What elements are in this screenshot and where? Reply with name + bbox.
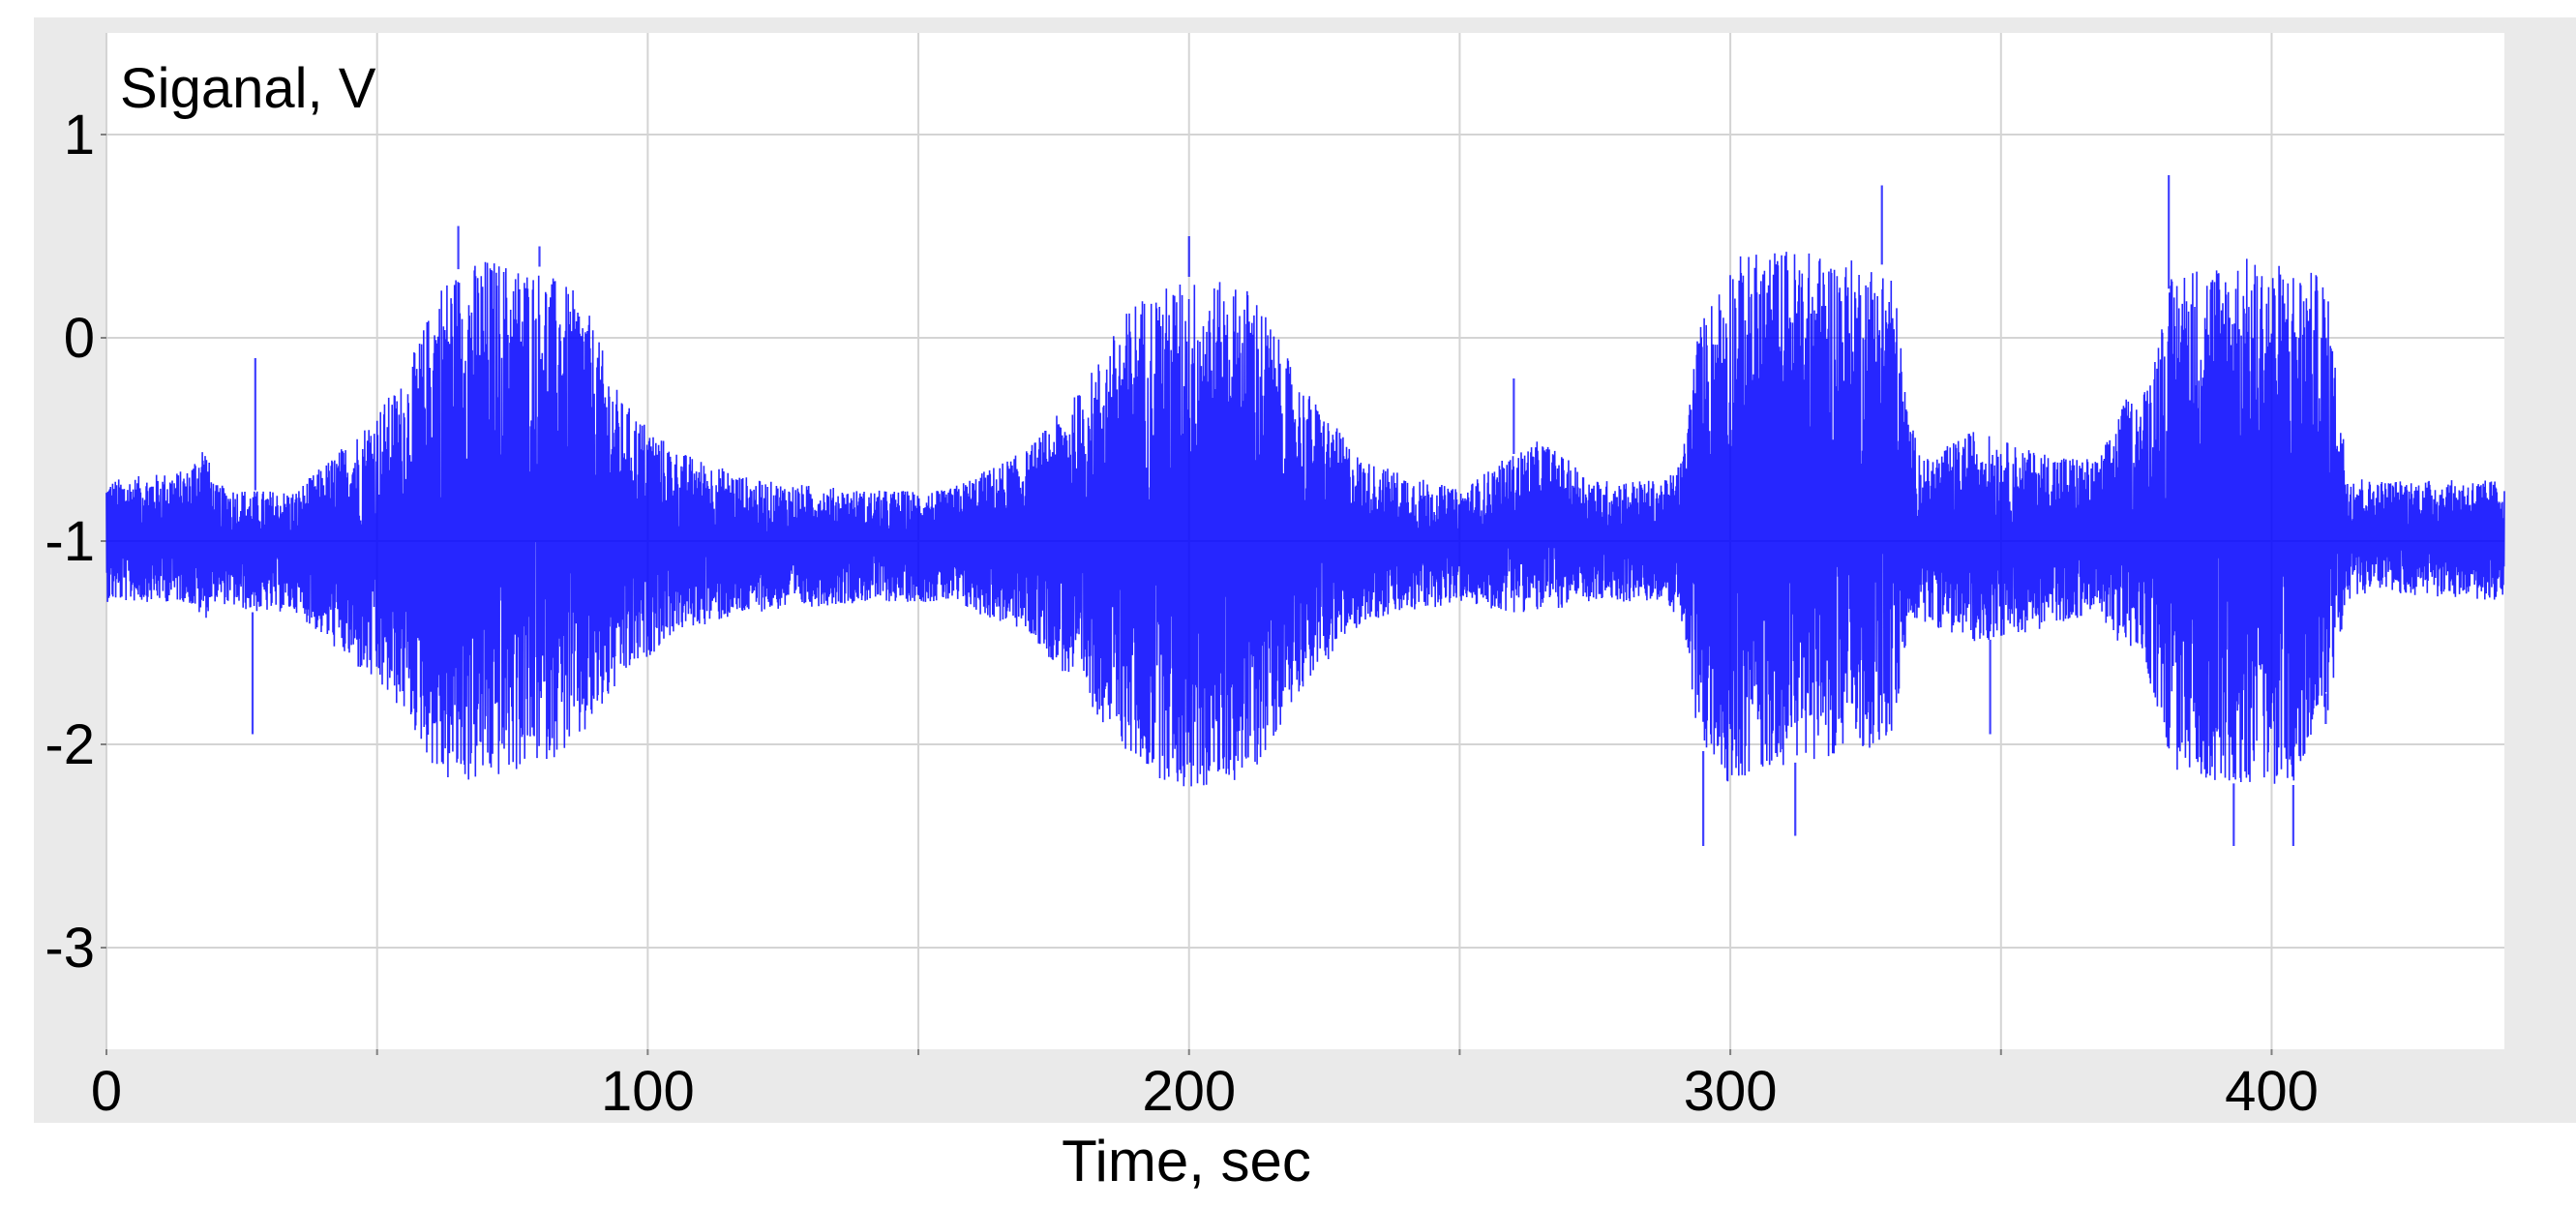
y-tick-label: 1 xyxy=(64,104,95,166)
signal-line xyxy=(105,252,2505,787)
x-tick-label: 0 xyxy=(91,1060,122,1123)
y-axis-label: Siganal, V xyxy=(120,57,376,120)
y-tick-label: -1 xyxy=(45,510,95,573)
x-axis-label: Time, sec xyxy=(1062,1129,1311,1193)
y-tick-labels: 1 0 -1 -2 -3 xyxy=(45,104,95,980)
x-tick-labels: 0 100 200 300 400 xyxy=(91,1060,2319,1123)
y-tick-label: -3 xyxy=(45,917,95,980)
x-tick-label: 400 xyxy=(2225,1060,2319,1123)
axis-ticks xyxy=(101,134,2273,1055)
signal-trace xyxy=(105,175,2505,846)
x-tick-label: 100 xyxy=(601,1060,695,1123)
y-tick-label: 0 xyxy=(64,307,95,370)
x-tick-label: 200 xyxy=(1142,1060,1236,1123)
y-tick-label: -2 xyxy=(45,713,95,776)
x-tick-label: 300 xyxy=(1684,1060,1778,1123)
